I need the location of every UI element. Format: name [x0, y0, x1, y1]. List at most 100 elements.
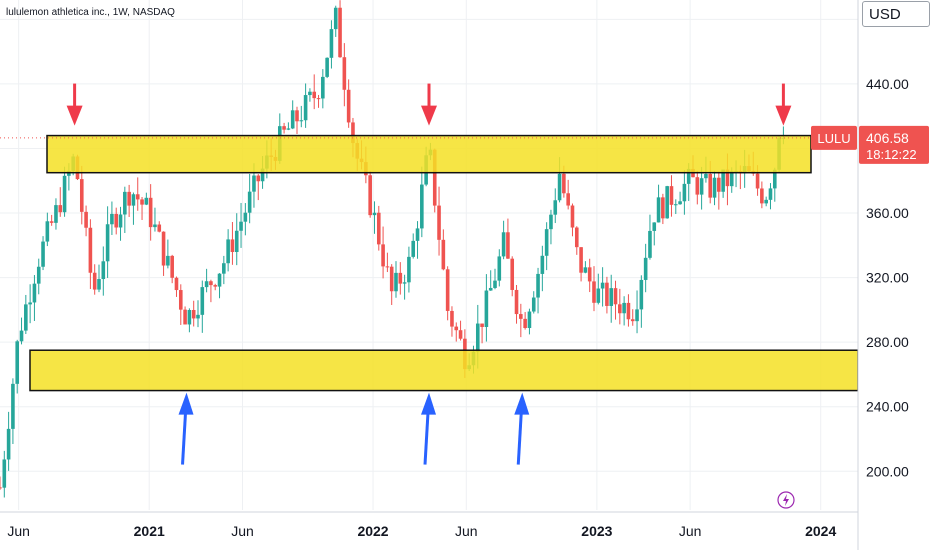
candle-down — [579, 247, 583, 273]
candle-up — [493, 280, 497, 288]
candle-up — [11, 383, 15, 429]
chart-title: lululemon athletica inc., 1W, NASDAQ — [6, 7, 175, 18]
candle-down — [49, 221, 54, 223]
candle-up — [2, 459, 7, 488]
candle-down — [346, 89, 351, 123]
candle-up — [303, 95, 308, 121]
candle-up — [97, 279, 101, 290]
candle-down — [669, 186, 674, 205]
candle-up — [101, 261, 106, 280]
candle-up — [187, 309, 192, 325]
candle-up — [729, 171, 734, 187]
candle-up — [699, 178, 704, 195]
x-tick-label: Jun — [455, 523, 478, 539]
candle-up — [131, 194, 136, 206]
price-axis-panel — [858, 0, 932, 550]
candle-up — [15, 341, 20, 384]
candle-down — [381, 244, 385, 267]
candle-up — [243, 212, 248, 222]
candle-down — [562, 173, 566, 194]
candle-up — [772, 169, 777, 189]
candle-down — [385, 266, 390, 268]
candle-down — [148, 197, 153, 228]
buy-arrow-head — [421, 392, 436, 415]
candle-up — [6, 428, 11, 460]
candle-down — [114, 213, 119, 228]
candle-down — [312, 91, 317, 99]
candle-up — [45, 221, 50, 242]
x-tick-label: 2021 — [134, 523, 165, 539]
candles-group — [0, 0, 786, 498]
candle-down — [760, 188, 764, 204]
y-tick-label: 440.00 — [866, 76, 909, 92]
candle-down — [630, 319, 635, 322]
candle-up — [540, 255, 545, 274]
candle-up — [682, 183, 687, 202]
candle-up — [497, 256, 502, 281]
candle-up — [372, 212, 377, 216]
candle-down — [570, 205, 575, 228]
candle-down — [84, 211, 88, 228]
candle-down — [587, 267, 592, 282]
buy-arrow-shaft — [181, 412, 188, 465]
candle-up — [234, 230, 239, 253]
candle-down — [389, 266, 394, 292]
lightning-icon[interactable] — [777, 491, 795, 509]
candle-up — [415, 228, 420, 241]
candle-down — [566, 193, 570, 206]
x-tick-label: Jun — [679, 523, 702, 539]
candle-down — [574, 227, 579, 248]
candle-down — [342, 57, 347, 90]
candle-down — [618, 304, 622, 314]
candle-down — [183, 309, 187, 325]
candle-down — [58, 205, 63, 213]
candle-up — [596, 288, 601, 303]
candle-up — [652, 222, 657, 231]
candle-down — [157, 224, 162, 232]
candle-up — [557, 173, 562, 201]
candle-down — [368, 175, 372, 216]
candle-up — [643, 257, 648, 280]
currency-button[interactable]: USD — [862, 1, 930, 27]
candle-down — [282, 126, 286, 130]
buy-arrow-head — [178, 392, 194, 415]
candle-down — [592, 281, 596, 303]
candle-down — [523, 318, 527, 329]
candle-down — [725, 169, 730, 187]
candle-up — [166, 255, 170, 266]
candle-up — [144, 197, 149, 205]
candle-down — [376, 212, 381, 245]
candle-up — [686, 168, 691, 184]
candle-down — [256, 175, 261, 182]
candle-down — [88, 227, 93, 273]
candle-up — [54, 205, 58, 223]
candle-down — [454, 326, 459, 331]
candle-up — [36, 266, 41, 284]
candle-up — [721, 169, 725, 192]
candle-down — [458, 330, 463, 339]
candle-up — [411, 240, 416, 257]
candle-up — [41, 241, 45, 267]
x-tick-label: Jun — [7, 523, 30, 539]
candle-up — [252, 175, 256, 192]
candle-up — [484, 290, 489, 327]
candle-down — [480, 323, 484, 327]
sell-arrow-head — [66, 105, 83, 126]
buy-arrow-shaft — [516, 412, 523, 465]
x-tick-label: 2024 — [805, 523, 836, 539]
candle-down — [178, 290, 183, 310]
support-zone — [29, 349, 859, 392]
candle-up — [217, 273, 222, 287]
candle-down — [295, 110, 299, 122]
candle-up — [536, 273, 540, 298]
buy-arrow-head — [514, 392, 530, 415]
candle-down — [445, 269, 450, 311]
candle-up — [290, 110, 295, 129]
candle-down — [519, 314, 523, 319]
candle-down — [717, 177, 721, 192]
candle-up — [420, 184, 424, 229]
candle-up — [531, 297, 536, 312]
candle-down — [708, 173, 713, 198]
